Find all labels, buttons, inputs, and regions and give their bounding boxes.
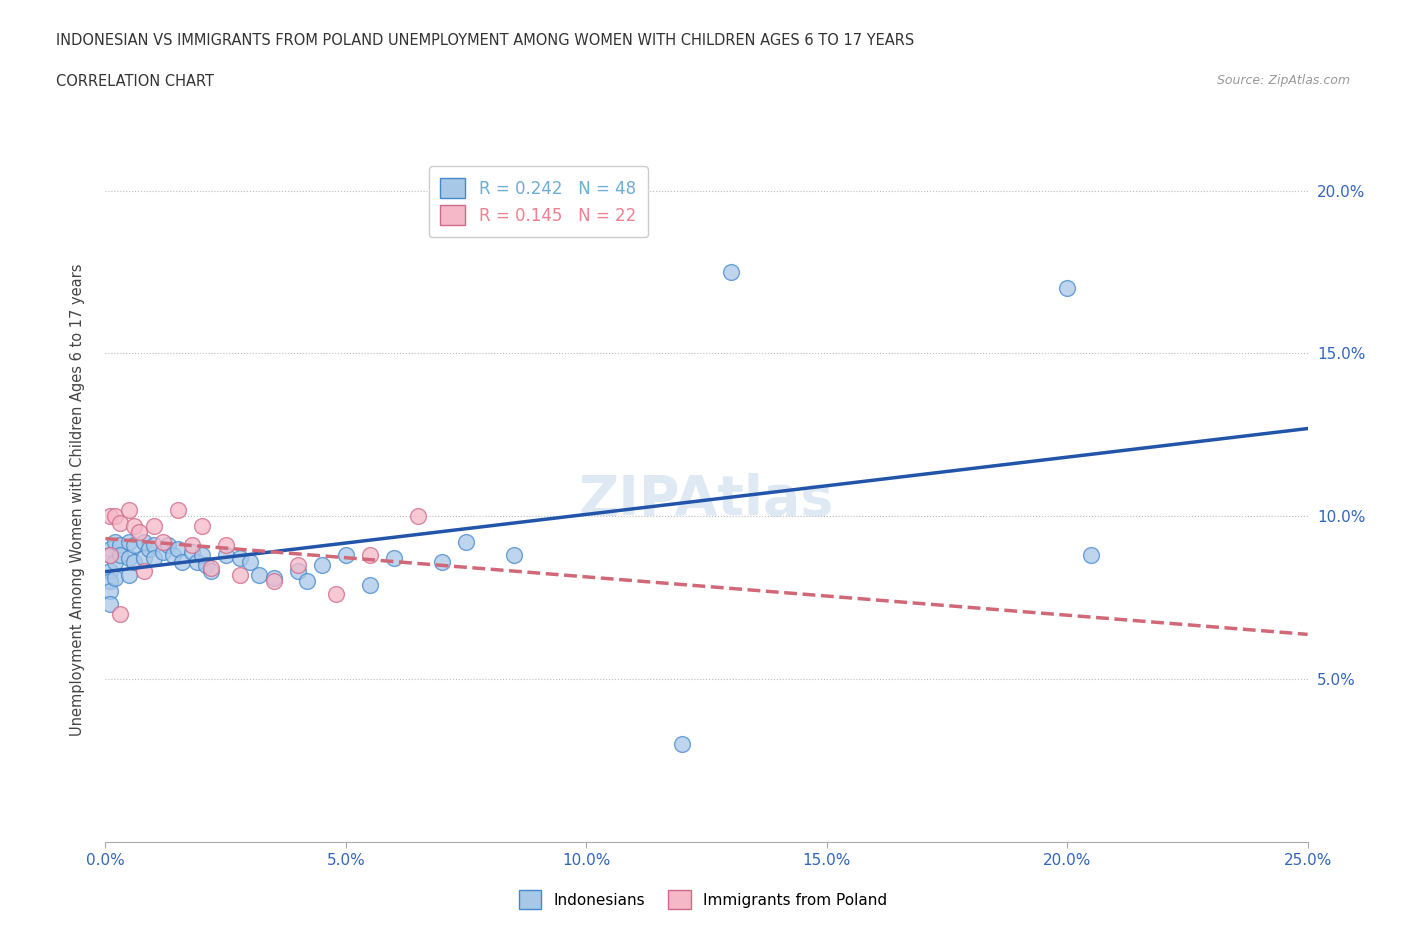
- Point: [132, 564, 155, 578]
- Point: [503, 548, 526, 563]
- Point: [172, 554, 194, 569]
- Point: [214, 548, 236, 563]
- Point: [104, 554, 127, 569]
- Point: [166, 502, 188, 517]
- Point: [214, 538, 236, 553]
- Point: [108, 538, 131, 553]
- Point: [430, 554, 453, 569]
- Point: [118, 535, 141, 550]
- Point: [124, 554, 146, 569]
- Point: [104, 571, 127, 586]
- Point: [98, 548, 121, 563]
- Text: CORRELATION CHART: CORRELATION CHART: [56, 74, 214, 89]
- Point: [200, 561, 222, 576]
- Point: [359, 577, 381, 592]
- Point: [142, 538, 165, 553]
- Point: [247, 567, 270, 582]
- Point: [263, 571, 285, 586]
- Legend: Indonesians, Immigrants from Poland: Indonesians, Immigrants from Poland: [512, 884, 894, 915]
- Point: [142, 551, 165, 565]
- Point: [128, 525, 150, 540]
- Point: [104, 509, 127, 524]
- Point: [229, 567, 252, 582]
- Point: [138, 541, 160, 556]
- Point: [108, 548, 131, 563]
- Point: [98, 564, 121, 578]
- Point: [118, 551, 141, 565]
- Point: [454, 535, 477, 550]
- Point: [98, 548, 121, 563]
- Point: [239, 554, 262, 569]
- Point: [142, 519, 165, 534]
- Point: [359, 548, 381, 563]
- Point: [200, 564, 222, 578]
- Point: [104, 535, 127, 550]
- Point: [190, 548, 212, 563]
- Point: [181, 545, 204, 560]
- Point: [195, 558, 218, 573]
- Point: [335, 548, 357, 563]
- Point: [720, 265, 742, 280]
- Point: [382, 551, 405, 565]
- Point: [1056, 281, 1078, 296]
- Point: [98, 541, 121, 556]
- Point: [181, 538, 204, 553]
- Point: [229, 551, 252, 565]
- Text: Source: ZipAtlas.com: Source: ZipAtlas.com: [1216, 74, 1350, 87]
- Point: [297, 574, 319, 589]
- Point: [124, 519, 146, 534]
- Point: [1080, 548, 1102, 563]
- Point: [406, 509, 429, 524]
- Point: [671, 737, 693, 751]
- Point: [132, 535, 155, 550]
- Point: [108, 606, 131, 621]
- Point: [98, 597, 121, 612]
- Point: [132, 551, 155, 565]
- Legend: R = 0.242   N = 48, R = 0.145   N = 22: R = 0.242 N = 48, R = 0.145 N = 22: [429, 166, 648, 237]
- Y-axis label: Unemployment Among Women with Children Ages 6 to 17 years: Unemployment Among Women with Children A…: [70, 263, 84, 737]
- Point: [186, 554, 208, 569]
- Point: [263, 574, 285, 589]
- Point: [162, 548, 184, 563]
- Point: [166, 541, 188, 556]
- Point: [152, 535, 174, 550]
- Point: [98, 584, 121, 599]
- Point: [98, 574, 121, 589]
- Point: [152, 545, 174, 560]
- Text: INDONESIAN VS IMMIGRANTS FROM POLAND UNEMPLOYMENT AMONG WOMEN WITH CHILDREN AGES: INDONESIAN VS IMMIGRANTS FROM POLAND UNE…: [56, 33, 914, 47]
- Point: [108, 515, 131, 530]
- Point: [190, 519, 212, 534]
- Point: [287, 558, 309, 573]
- Point: [118, 502, 141, 517]
- Text: ZIPAtlas: ZIPAtlas: [579, 472, 834, 527]
- Point: [124, 538, 146, 553]
- Point: [287, 564, 309, 578]
- Point: [325, 587, 347, 602]
- Point: [98, 509, 121, 524]
- Point: [118, 567, 141, 582]
- Point: [311, 558, 333, 573]
- Point: [156, 538, 179, 553]
